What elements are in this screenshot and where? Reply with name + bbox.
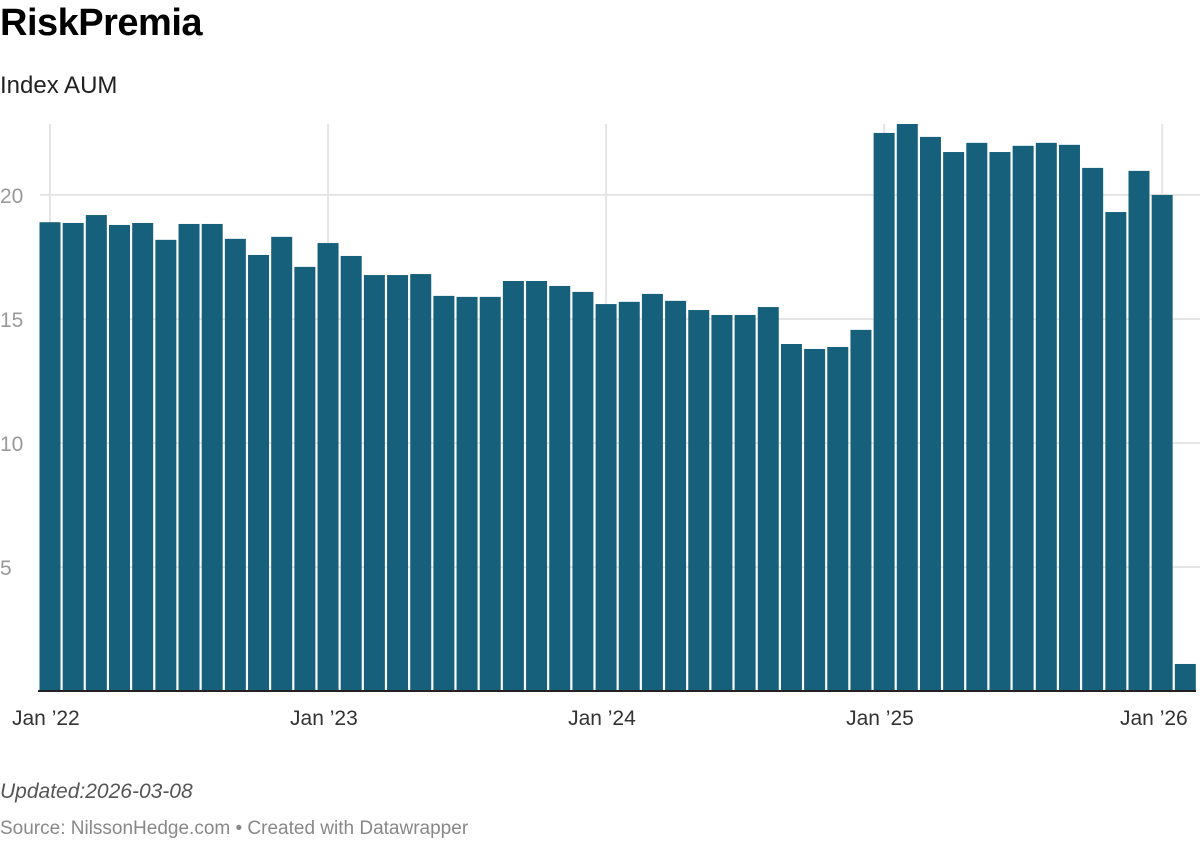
bar-2025-11 [1105,212,1127,691]
source-note: Source: NilssonHedge.com • Created with … [0,818,469,839]
bar-chart: 5 10 15 20 Jan ’22 Jan ’23 Jan ’24 Jan ’25 Jan ’… [0,124,1200,730]
bar-2024-04 [665,300,687,691]
x-tick-label: Jan ’25 [846,707,914,730]
x-tick-label: Jan ’24 [568,707,636,730]
y-tick-label: 5 [0,557,12,580]
bar-2025-03 [919,136,941,691]
bar-2022-06 [155,239,177,692]
bar-2023-04 [387,275,409,691]
chart-subtitle: Index AUM [0,72,118,99]
bar-2024-12 [850,329,872,691]
y-tick-label: 20 [0,185,23,208]
bar-2022-05 [132,222,154,691]
bar-2024-01 [595,304,617,691]
bar-2025-01 [873,132,895,691]
bar-2022-08 [201,223,223,691]
bar-2026-01 [1151,194,1173,691]
bar-2024-10 [804,348,826,691]
bar-2025-09 [1058,144,1080,691]
bar-2022-09 [224,238,246,692]
y-tick-label: 10 [0,433,23,456]
bar-2023-11 [549,285,571,691]
bar-2022-10 [248,254,270,691]
bar-2024-11 [827,346,849,691]
bar-2023-01 [317,243,339,691]
bar-2023-12 [572,291,594,691]
bar-2025-06 [989,152,1011,691]
bar-2025-10 [1082,167,1104,691]
updated-note: Updated:2026-03-08 [0,780,193,803]
y-tick-label: 15 [0,309,23,332]
bar-2024-06 [711,314,733,691]
bar-2022-01 [39,222,61,692]
bar-2022-03 [85,215,107,691]
bar-2025-12 [1128,170,1150,692]
x-tick-label: Jan ’26 [1120,707,1188,730]
bar-2025-02 [896,124,918,691]
bar-2025-07 [1012,145,1034,691]
bar-2024-09 [780,344,802,691]
bar-2025-05 [966,142,988,691]
bar-2023-07 [456,296,478,691]
bar-2026-02 [1174,663,1196,691]
chart-title: RiskPremia [0,2,203,44]
bar-2023-10 [526,281,548,691]
bar-2025-04 [943,152,965,691]
bar-2024-08 [757,307,779,691]
x-tick-label: Jan ’22 [12,707,80,730]
bar-2023-03 [363,275,385,691]
x-tick-label: Jan ’23 [290,707,358,730]
bar-2023-05 [410,274,432,691]
bar-2023-09 [502,281,524,691]
bar-2022-04 [109,224,131,691]
bar-2022-02 [62,222,84,691]
bar-2024-02 [618,301,640,691]
bar-2025-08 [1035,142,1057,691]
bar-2022-07 [178,223,200,691]
bar-2024-03 [641,293,663,691]
bar-2023-06 [433,295,455,691]
bar-2022-12 [294,266,316,691]
bar-2024-07 [734,314,756,691]
bar-2023-02 [340,255,362,691]
bar-2022-11 [271,236,293,692]
bar-2024-05 [688,310,710,691]
bar-2023-08 [479,296,501,691]
